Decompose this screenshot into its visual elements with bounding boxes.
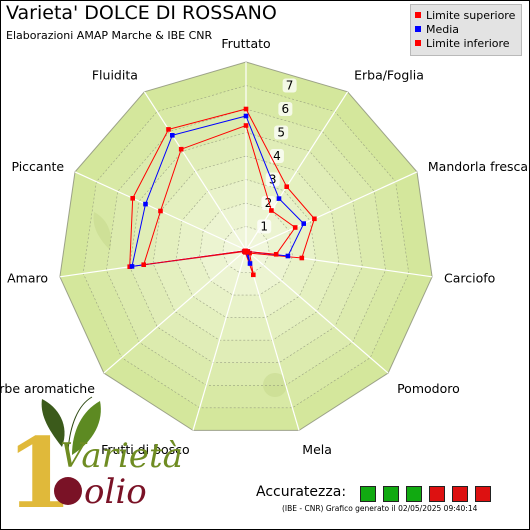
spoke-2 (245, 171, 418, 251)
accuracy-label: Accuratezza: (256, 484, 347, 500)
accuracy-box-1 (360, 486, 376, 502)
axis-label-6: Frutti di bosco (101, 442, 190, 457)
series-1-point-1 (276, 196, 282, 201)
legend-swatch-lower (415, 40, 421, 46)
legend-swatch-mean (415, 26, 421, 32)
axis-label-9: Piccante (11, 159, 64, 174)
logo-text-olio: olio (84, 472, 147, 512)
tick-label-2: 2 (265, 196, 273, 210)
legend-item-mean: Media (415, 23, 459, 37)
varieta-olio-logo: 1 Varietà olio (6, 396, 183, 525)
logo-numeral: 1 (6, 417, 73, 525)
axis-label-0: Fruttato (221, 36, 270, 51)
series-2-point-7 (242, 248, 248, 254)
grid-ring-2 (199, 202, 293, 296)
grid-ring-5 (129, 132, 363, 364)
grid-ring-6 (106, 108, 386, 386)
spoke-6 (192, 249, 247, 431)
series-1-point-0 (243, 113, 249, 119)
series-0-point-5 (251, 272, 256, 278)
tick-bg-6 (278, 102, 293, 116)
series-1-point-9 (143, 201, 148, 207)
series-2-point-9 (158, 208, 163, 214)
tick-label-7: 7 (286, 79, 294, 93)
accuracy-box-3 (406, 486, 422, 502)
tick-label-6: 6 (282, 102, 290, 116)
spoke-10 (143, 91, 247, 251)
series-1-point-10 (170, 133, 175, 138)
grid-lines (59, 61, 433, 431)
legend-label-upper: Limite superiore (426, 9, 516, 22)
logo-numeral-one: 1 (6, 417, 73, 525)
axis-label-7: Erbe aromatiche (0, 381, 95, 396)
tick-bg-7 (282, 78, 297, 93)
series-line-1 (131, 115, 305, 267)
tick-label-1: 1 (260, 220, 268, 234)
grid-ring-8 (59, 61, 433, 431)
series-2-point-3 (273, 252, 279, 257)
chart-subtitle: Elaborazioni AMAP Marche & IBE CNR (6, 29, 213, 42)
spoke-5 (245, 249, 300, 431)
chart-title: Varieta' DOLCE DI ROSSANO (6, 2, 277, 24)
series-group (127, 106, 317, 278)
accuracy-box-6 (475, 486, 491, 502)
spoke-4 (245, 249, 389, 374)
tick-bg-4 (269, 149, 284, 163)
logo-text-varieta: Varietà (60, 436, 183, 476)
axis-label-10: Fluidita (92, 68, 138, 83)
accuracy-box-5 (452, 486, 468, 502)
watermark-leaf (93, 212, 112, 250)
grid-ring-7 (82, 85, 410, 409)
tick-bg-2 (261, 196, 276, 210)
tick-bg-3 (265, 172, 280, 187)
spoke-7 (103, 249, 247, 374)
accuracy-box-4 (429, 486, 445, 502)
axis-label-8: Amaro (7, 271, 48, 286)
tick-label-4: 4 (273, 149, 281, 163)
series-0-point-3 (299, 255, 305, 261)
tick-label-3: 3 (269, 173, 277, 187)
series-1-point-5 (247, 261, 253, 266)
series-2-point-10 (178, 146, 184, 152)
logo-leaves (41, 396, 101, 455)
grid-ring-1 (222, 226, 270, 273)
series-2-point-2 (292, 225, 298, 230)
series-0-point-9 (130, 196, 135, 201)
legend-label-lower: Limite inferiore (426, 37, 510, 50)
series-2-point-0 (243, 123, 249, 128)
footer-generated: (IBE - CNR) Grafico generato il 02/05/20… (282, 504, 478, 513)
series-0-point-1 (284, 184, 289, 189)
accuracy-box-2 (383, 486, 399, 502)
tick-bg-5 (274, 125, 289, 140)
tick-labels: 1 2 3 4 5 6 7 (257, 78, 297, 234)
legend-swatch-upper (415, 12, 421, 18)
axis-labels: Fruttato Erba/Foglia Mandorla fresca Carcio… (0, 36, 528, 457)
legend-item-upper: Limite superiore (415, 9, 515, 23)
legend: Limite superiore Media Limite inferiore (410, 4, 522, 56)
series-1-point-8 (129, 264, 135, 269)
series-1-point-3 (285, 253, 291, 259)
tick-label-5: 5 (277, 126, 285, 140)
grid-ring-4 (152, 155, 340, 341)
series-0-point-0 (243, 106, 249, 112)
tick-bg-1 (257, 219, 272, 234)
axis-label-3: Carciofo (444, 271, 495, 286)
legend-item-lower: Limite inferiore (415, 37, 510, 51)
axis-label-5: Mela (302, 442, 332, 457)
axis-label-4: Pomodoro (397, 381, 460, 396)
logo-olive (54, 477, 82, 505)
series-1-point-2 (301, 221, 306, 226)
grid-ring-3 (175, 179, 317, 318)
series-2-point-8 (141, 262, 146, 267)
series-2-point-1 (269, 208, 274, 213)
legend-label-mean: Media (426, 23, 460, 36)
series-0-point-10 (166, 127, 171, 132)
axis-label-1: Erba/Foglia (354, 68, 424, 83)
axis-label-2: Mandorla fresca (428, 159, 528, 174)
series-0-point-2 (312, 216, 317, 222)
